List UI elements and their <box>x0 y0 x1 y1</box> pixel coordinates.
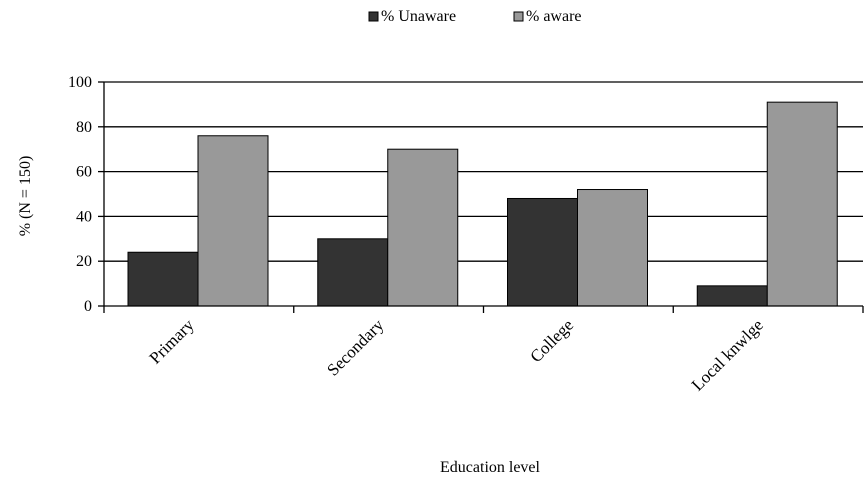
y-tick-label-0: 0 <box>84 298 92 315</box>
bar-primary-aware <box>197 135 269 307</box>
bars <box>127 101 838 307</box>
y-axis-title: % (N = 150) <box>17 156 34 237</box>
bar-local-knwlge-unaware <box>696 285 768 307</box>
legend-swatch-aware <box>513 11 524 22</box>
x-tick-labels: Primary Secondary College Local knwlge <box>146 315 767 395</box>
legend-label-aware: % aware <box>526 8 582 25</box>
y-tick-labels: 0 20 40 60 80 100 <box>68 74 92 315</box>
x-category-label-college: College <box>526 315 577 366</box>
legend: % Unaware % aware <box>368 8 582 25</box>
x-category-label-local-knwlge: Local knwlge <box>688 315 767 394</box>
x-axis-title: Education level <box>440 459 541 476</box>
y-tick-label-60: 60 <box>76 164 92 181</box>
legend-swatch-unaware <box>368 11 379 22</box>
x-category-label-secondary: Secondary <box>323 315 388 380</box>
x-category-label-primary: Primary <box>146 315 199 368</box>
bar-primary-unaware <box>127 251 199 307</box>
y-tick-label-40: 40 <box>76 208 92 225</box>
y-tick-label-100: 100 <box>68 74 92 91</box>
legend-label-unaware: % Unaware <box>381 8 456 25</box>
bar-college-aware <box>577 189 648 307</box>
bar-local-knwlge-aware <box>766 101 838 307</box>
bar-secondary-aware <box>387 148 459 307</box>
axes <box>98 81 864 313</box>
bar-college-unaware <box>507 197 578 307</box>
bar-secondary-unaware <box>317 238 389 307</box>
y-tick-label-80: 80 <box>76 119 92 136</box>
y-tick-label-20: 20 <box>76 253 92 270</box>
